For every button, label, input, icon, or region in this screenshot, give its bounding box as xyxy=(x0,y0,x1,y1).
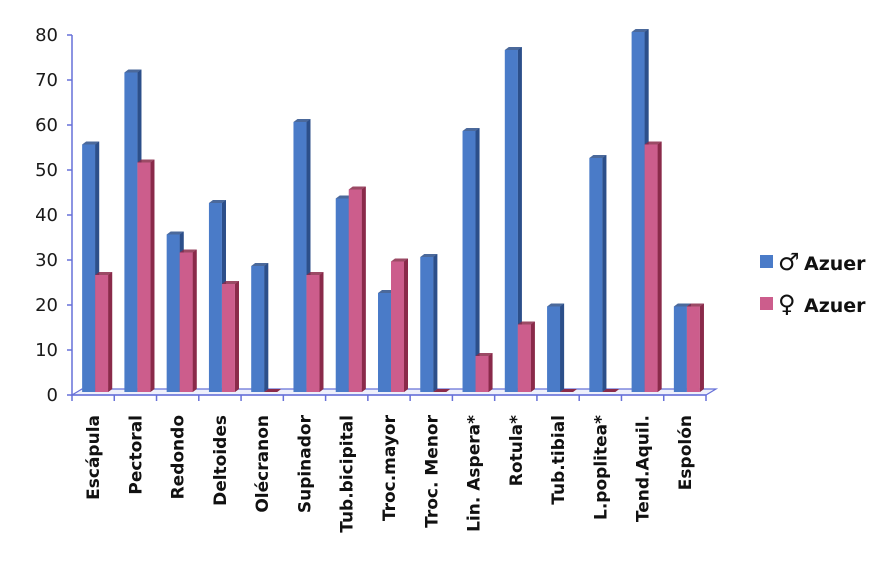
y-axis: 0 10 20 30 40 50 60 70 80 xyxy=(35,25,73,406)
bar xyxy=(95,272,113,392)
x-tick-label: Tend.Aquil. xyxy=(634,415,654,522)
bar xyxy=(686,303,704,392)
x-tick-label: L.poplitea* xyxy=(591,415,611,520)
x-axis: Escápula Pectoral Redondo Deltoides Olécrano… xyxy=(71,394,707,533)
bar xyxy=(391,258,408,392)
legend-item: ♀ Azuer xyxy=(760,290,866,318)
bar-group xyxy=(631,29,662,392)
x-tick-label: Tub.bicipital xyxy=(338,415,358,533)
bar-group xyxy=(124,69,155,392)
y-tick-label: 0 xyxy=(47,385,58,406)
bar-group xyxy=(462,128,493,392)
bar xyxy=(589,155,607,392)
x-tick-label: Troc.mayor xyxy=(380,414,400,521)
bar xyxy=(179,249,197,392)
bar-group xyxy=(420,254,451,392)
bar-group xyxy=(293,119,324,392)
bar-group xyxy=(251,263,282,392)
y-tick-label: 40 xyxy=(35,205,58,226)
y-tick-label: 20 xyxy=(35,295,58,316)
bar xyxy=(348,186,366,392)
y-tick-label: 30 xyxy=(35,250,58,271)
x-tick-label: Troc. Menor xyxy=(422,414,442,527)
male-symbol-icon: ♂ xyxy=(778,248,800,276)
x-tick-label: Deltoides xyxy=(211,415,231,506)
y-tick-label: 10 xyxy=(35,340,58,361)
bar xyxy=(602,389,620,392)
bar xyxy=(462,128,480,392)
bar-group xyxy=(82,141,113,392)
x-tick-label: Redondo xyxy=(169,415,189,499)
legend-label: Azuer xyxy=(804,253,866,275)
bar-group xyxy=(547,303,578,392)
female-symbol-icon: ♀ xyxy=(778,290,796,318)
y-tick-label: 80 xyxy=(35,25,58,46)
bar-group xyxy=(166,231,197,392)
bars xyxy=(82,29,704,392)
x-tick-label: Lin. Aspera* xyxy=(465,415,485,532)
bar xyxy=(547,303,565,392)
bar xyxy=(420,254,438,392)
y-tick-label: 60 xyxy=(35,115,58,136)
bar xyxy=(560,389,578,392)
bar xyxy=(264,389,282,392)
bar xyxy=(433,389,451,392)
bar xyxy=(644,141,662,392)
legend-swatch xyxy=(760,297,773,310)
x-tick-label: Espolón xyxy=(676,415,696,490)
bar xyxy=(517,321,535,392)
bar-group xyxy=(335,186,366,392)
bar xyxy=(251,263,269,392)
legend-item: ♂ Azuer xyxy=(760,248,866,276)
bar xyxy=(475,353,493,392)
bar xyxy=(306,272,324,392)
bar-group xyxy=(504,47,535,392)
x-tick-label: Supinador xyxy=(295,414,315,513)
x-tick-label: Pectoral xyxy=(126,415,146,495)
bar-group xyxy=(208,200,239,392)
legend: ♂ Azuer ♀ Azuer xyxy=(760,248,866,318)
y-tick-label: 50 xyxy=(35,160,58,181)
bar xyxy=(221,281,239,392)
bar xyxy=(504,47,522,392)
bar-group xyxy=(589,155,620,392)
x-tick-label: Escápula xyxy=(84,415,104,500)
y-tick-label: 70 xyxy=(35,70,58,91)
x-tick-label: Olécranon xyxy=(253,415,273,513)
bar-group xyxy=(378,258,408,392)
x-tick-label: Rotula* xyxy=(507,415,527,486)
bar xyxy=(137,159,155,392)
legend-label: Azuer xyxy=(804,295,866,317)
legend-swatch xyxy=(760,255,773,268)
x-tick-label: Tub.tibial xyxy=(549,415,569,505)
bar-group xyxy=(673,303,704,392)
